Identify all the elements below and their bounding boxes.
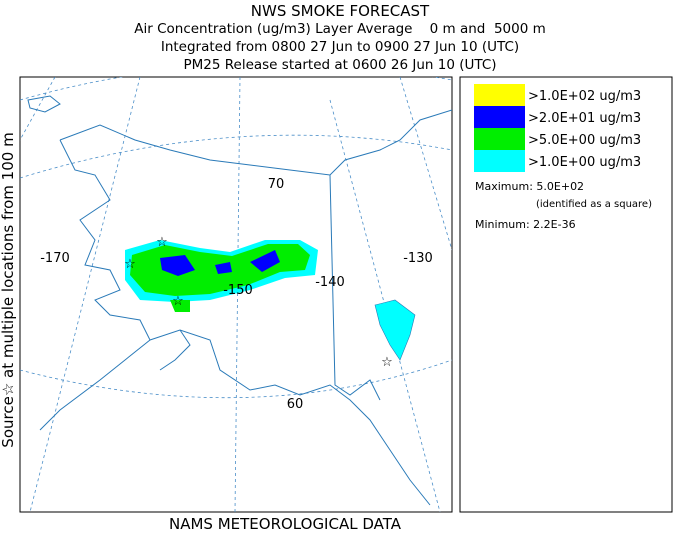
- smoke-area: [160, 250, 280, 276]
- source-marker: ☆: [381, 355, 393, 370]
- source-marker: ☆: [124, 257, 136, 272]
- legend-swatch: [474, 84, 525, 106]
- legend-label: >5.0E+00 ug/m3: [528, 133, 641, 148]
- source-marker: ☆: [172, 294, 184, 309]
- map-label: 60: [287, 397, 304, 412]
- grid-line: [329, 99, 441, 512]
- side-label: Source☆ at multiple locations from 100 m: [0, 132, 17, 447]
- map-label: -130: [403, 251, 433, 266]
- grid-line: [234, 77, 241, 512]
- coastline: [39, 139, 431, 506]
- subtitle: Integrated from 0800 27 Jun to 0900 27 J…: [161, 39, 519, 55]
- grid-line: [399, 77, 452, 251]
- border: [329, 174, 381, 401]
- legend-swatch: [474, 150, 525, 172]
- maximum-note: (identified as a square): [536, 199, 652, 210]
- map: ☆ ☆ ☆ ☆ -170 -150 -140 -130 70 60: [19, 76, 453, 513]
- legend: Maximum: 5.0E+02 (identified as a square…: [459, 76, 673, 513]
- legend-swatch: [474, 128, 525, 150]
- legend-swatch: [474, 106, 525, 128]
- grid-line: [29, 77, 141, 512]
- smoke-area: [374, 299, 416, 361]
- smoke-area: [170, 300, 190, 312]
- grid-line: [20, 359, 452, 399]
- grid-line: [20, 77, 56, 141]
- legend-label: >1.0E+00 ug/m3: [528, 155, 641, 170]
- source-marker: ☆: [156, 235, 168, 250]
- legend-label: >2.0E+01 ug/m3: [528, 111, 641, 126]
- map-label: -140: [315, 275, 345, 290]
- legend-label: >1.0E+02 ug/m3: [528, 89, 641, 104]
- title: NWS SMOKE FORECAST: [251, 2, 430, 20]
- coastline: [27, 95, 61, 113]
- map-label: -170: [40, 251, 70, 266]
- minimum: Minimum: 2.2E-36: [475, 218, 576, 231]
- coastline: [59, 109, 452, 176]
- subtitle: Air Concentration (ug/m3) Layer Average …: [134, 21, 546, 37]
- subtitle: PM25 Release started at 0600 26 Jun 10 (…: [183, 57, 496, 73]
- coastline: [159, 329, 191, 371]
- maximum: Maximum: 5.0E+02: [475, 180, 584, 193]
- footer: NAMS METEOROLOGICAL DATA: [169, 515, 402, 532]
- map-label: -150: [223, 283, 253, 298]
- grid-line: [20, 134, 452, 179]
- map-label: 70: [268, 177, 285, 192]
